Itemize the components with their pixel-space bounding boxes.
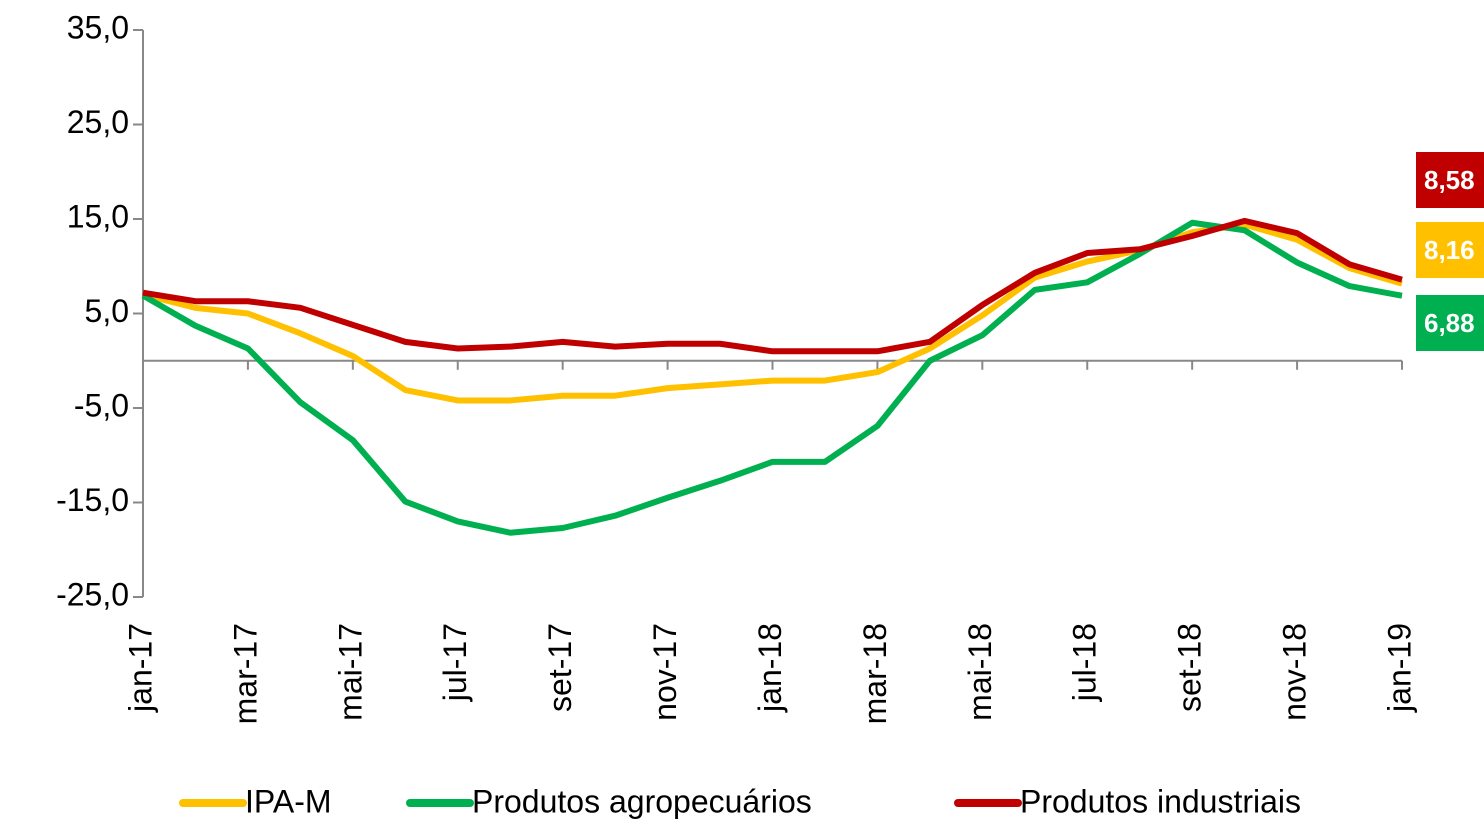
y-tick-label: 15,0	[67, 198, 129, 234]
x-tick-label: jan-19	[1381, 623, 1417, 713]
y-tick-label: -15,0	[56, 482, 129, 518]
x-tick-label: set-17	[542, 623, 578, 712]
y-tick-label: 5,0	[85, 293, 129, 329]
x-tick-label: mai-18	[962, 623, 998, 721]
y-tick-label: -25,0	[56, 576, 129, 612]
value-label: 6,88	[1424, 308, 1475, 338]
line-series	[141, 219, 1403, 536]
value-label: 8,58	[1424, 165, 1475, 195]
legend-label: Produtos industriais	[1020, 783, 1301, 819]
value-label-box	[1416, 222, 1484, 278]
y-tick-label: 25,0	[67, 104, 129, 140]
y-tick-label: 35,0	[67, 9, 129, 45]
value-label-box	[1416, 152, 1484, 208]
x-tick-label: nov-18	[1277, 623, 1313, 721]
x-tick-label: set-18	[1172, 623, 1208, 712]
y-tick-label: -5,0	[74, 387, 129, 423]
legend-label: IPA-M	[245, 783, 332, 819]
x-tick-label: mar-18	[857, 623, 893, 724]
x-tick-label: jan-17	[122, 623, 158, 713]
x-tick-label: mar-17	[227, 623, 263, 724]
x-tick-label: nov-17	[647, 623, 683, 721]
line-series	[142, 217, 1403, 355]
x-tick-label: jul-18	[1067, 623, 1103, 702]
x-tick-label: jul-17	[437, 623, 473, 702]
value-label: 8,16	[1424, 235, 1475, 265]
x-tick-label: mai-17	[332, 623, 368, 721]
legend-label: Produtos agropecuários	[472, 783, 812, 819]
x-tick-label: jan-18	[752, 623, 788, 713]
value-label-box	[1416, 295, 1484, 351]
line-series	[142, 221, 1403, 404]
